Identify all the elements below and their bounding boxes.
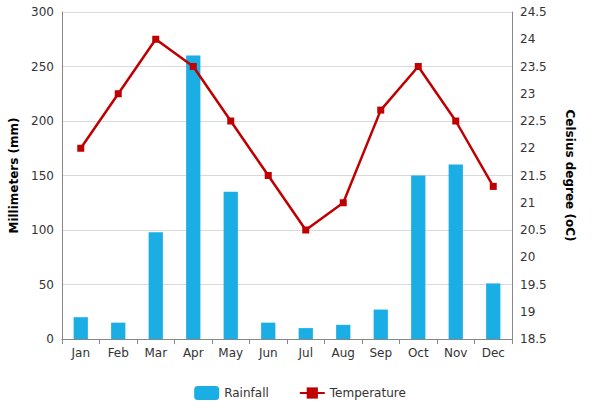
svg-text:24: 24 bbox=[520, 32, 535, 46]
svg-text:Feb: Feb bbox=[108, 346, 129, 360]
svg-text:Mar: Mar bbox=[144, 346, 167, 360]
svg-text:300: 300 bbox=[31, 5, 54, 19]
svg-text:Millimeters (mm): Millimeters (mm) bbox=[7, 117, 21, 233]
svg-text:Sep: Sep bbox=[369, 346, 392, 360]
svg-text:18.5: 18.5 bbox=[520, 332, 547, 346]
svg-text:May: May bbox=[218, 346, 243, 360]
svg-text:150: 150 bbox=[31, 169, 54, 183]
svg-text:Dec: Dec bbox=[482, 346, 505, 360]
svg-text:Aug: Aug bbox=[332, 346, 355, 360]
svg-text:23.5: 23.5 bbox=[520, 60, 547, 74]
svg-text:Jan: Jan bbox=[71, 346, 91, 360]
svg-text:Rainfall: Rainfall bbox=[224, 386, 269, 400]
svg-text:21.5: 21.5 bbox=[520, 169, 547, 183]
svg-text:20: 20 bbox=[520, 250, 535, 264]
svg-text:19.5: 19.5 bbox=[520, 278, 547, 292]
svg-text:21: 21 bbox=[520, 196, 535, 210]
svg-text:Oct: Oct bbox=[408, 346, 429, 360]
svg-text:20.5: 20.5 bbox=[520, 223, 547, 237]
svg-text:Jul: Jul bbox=[298, 346, 313, 360]
svg-text:22.5: 22.5 bbox=[520, 114, 547, 128]
svg-text:200: 200 bbox=[31, 114, 54, 128]
svg-text:100: 100 bbox=[31, 223, 54, 237]
svg-text:50: 50 bbox=[39, 278, 54, 292]
svg-text:Nov: Nov bbox=[444, 346, 467, 360]
svg-text:Jun: Jun bbox=[258, 346, 278, 360]
svg-text:Apr: Apr bbox=[183, 346, 204, 360]
svg-text:22: 22 bbox=[520, 141, 535, 155]
svg-text:23: 23 bbox=[520, 87, 535, 101]
svg-text:Celsius degree (oC): Celsius degree (oC) bbox=[563, 110, 577, 242]
svg-text:250: 250 bbox=[31, 60, 54, 74]
svg-text:0: 0 bbox=[46, 332, 54, 346]
svg-text:19: 19 bbox=[520, 305, 535, 319]
svg-text:24.5: 24.5 bbox=[520, 5, 547, 19]
svg-text:Temperature: Temperature bbox=[329, 386, 406, 400]
